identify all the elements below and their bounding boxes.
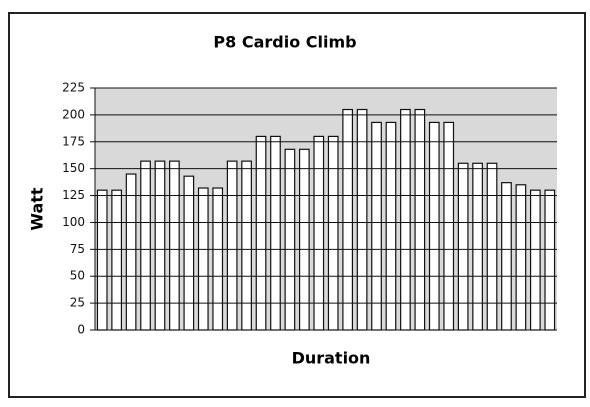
y-tick-label: 150 [62, 161, 85, 175]
y-tick-label: 125 [62, 188, 85, 202]
bar [96, 189, 108, 331]
bar [197, 187, 209, 331]
bar [486, 162, 498, 331]
bar [226, 160, 238, 331]
bar [472, 162, 483, 331]
bar [270, 135, 281, 331]
y-tick-label: 200 [62, 107, 85, 121]
y-tick-label: 175 [62, 134, 85, 148]
bar [140, 160, 151, 331]
bar [241, 160, 252, 331]
bar [255, 135, 267, 331]
bar [169, 160, 180, 331]
bar [428, 121, 440, 331]
bar [212, 187, 224, 331]
bar [544, 189, 556, 331]
y-axis-label: Watt [28, 187, 47, 231]
bar [154, 160, 166, 331]
y-tick-label: 225 [62, 81, 85, 95]
bar [515, 184, 527, 331]
bar [501, 182, 512, 331]
bar [356, 108, 368, 331]
bar [414, 108, 426, 331]
y-tick-label: 25 [70, 296, 85, 310]
bar [313, 135, 325, 331]
bar [371, 121, 382, 331]
bar [183, 175, 195, 331]
y-tick-label: 50 [70, 269, 85, 283]
bar [400, 108, 411, 331]
bar [443, 121, 455, 331]
bar [125, 173, 137, 331]
chart-title: P8 Cardio Climb [213, 33, 356, 52]
y-tick-label: 75 [70, 242, 85, 256]
y-tick-label: 100 [62, 215, 85, 229]
x-axis-label: Duration [292, 349, 371, 368]
bar [327, 135, 339, 331]
y-tick-label: 0 [77, 323, 85, 337]
bar [111, 189, 123, 331]
bar [385, 121, 397, 331]
bar [457, 162, 469, 331]
bar [342, 108, 354, 331]
bar [529, 189, 541, 331]
